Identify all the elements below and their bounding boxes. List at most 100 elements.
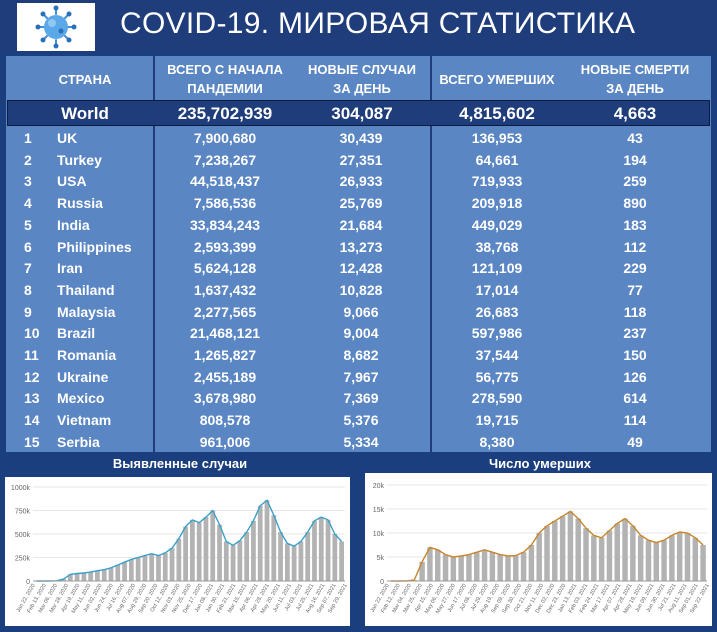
country-cell: Romania xyxy=(57,347,117,363)
new-deaths-cell: 259 xyxy=(623,173,647,190)
bar xyxy=(637,535,644,581)
bar xyxy=(692,537,699,581)
deaths-cell: 64,661 xyxy=(475,151,519,168)
new-cases-cell: 10,828 xyxy=(339,281,383,298)
bar xyxy=(251,520,256,581)
total-cases-cell: 44,518,437 xyxy=(189,173,261,190)
table-row: 6 Philippines 2,593,399 13,273 38,768 112 xyxy=(0,237,717,258)
bar xyxy=(513,555,519,581)
bar xyxy=(162,552,168,581)
y-tick-label: 0 xyxy=(380,579,384,586)
total-cases-cell: 21,468,121 xyxy=(189,325,261,342)
new-deaths-cell: 229 xyxy=(623,260,647,277)
bar xyxy=(291,546,297,581)
rank-cell: 5 xyxy=(24,216,32,233)
deaths-cell: 121,109 xyxy=(471,260,523,277)
new-deaths-cell: 150 xyxy=(623,347,647,363)
table-row: 12 Ukraine 2,455,189 7,967 56,775 126 xyxy=(0,367,717,388)
new-cases-cell: 25,769 xyxy=(339,195,383,212)
new-deaths-cell: 126 xyxy=(623,368,647,385)
bar xyxy=(458,556,464,581)
bar xyxy=(203,517,209,581)
bar xyxy=(583,528,589,581)
bar xyxy=(528,545,535,581)
country-cell: Brazil xyxy=(57,325,96,342)
y-tick-label: 15k xyxy=(373,507,385,514)
rank-cell: 8 xyxy=(24,281,32,298)
bar xyxy=(676,532,683,581)
column-divider xyxy=(153,56,155,452)
table-row: 14 Vietnam 808,578 5,376 19,715 114 xyxy=(0,410,717,431)
table-row: 7 Iran 5,624,128 12,428 121,109 229 xyxy=(0,258,717,279)
deaths-cell: 17,014 xyxy=(475,281,519,298)
new-cases-cell: 9,066 xyxy=(343,303,379,320)
bar xyxy=(128,559,134,581)
new-deaths-cell: 49 xyxy=(627,433,643,450)
bar xyxy=(81,573,87,581)
bar xyxy=(427,547,433,581)
table-row: 5 India 33,834,243 21,684 449,029 183 xyxy=(0,215,717,236)
rank-cell: 4 xyxy=(24,195,32,212)
rank-cell: 3 xyxy=(24,173,32,190)
bar xyxy=(684,533,691,581)
y-tick-label: 20k xyxy=(373,483,385,490)
deaths-cell: 19,715 xyxy=(475,412,519,429)
new-deaths-cell: 614 xyxy=(623,390,647,407)
bar xyxy=(176,538,182,581)
deaths-cell: 209,918 xyxy=(471,195,523,212)
total-cases-cell: 7,238,267 xyxy=(193,151,257,168)
bar xyxy=(325,519,331,581)
table-row: 2 Turkey 7,238,267 27,351 64,661 194 xyxy=(0,150,717,171)
country-cell: Mexico xyxy=(57,390,105,407)
bar xyxy=(591,535,597,581)
bar xyxy=(419,561,425,581)
country-cell: Vietnam xyxy=(57,412,112,429)
rank-cell: 6 xyxy=(24,238,32,255)
bar xyxy=(552,521,558,581)
total-cases-cell: 3,678,980 xyxy=(193,390,257,407)
bar xyxy=(74,573,80,581)
rank-cell: 7 xyxy=(24,260,32,277)
new-cases-cell: 12,428 xyxy=(339,260,383,277)
new-cases-cell: 27,351 xyxy=(339,151,383,168)
rank-cell: 15 xyxy=(24,433,40,450)
bar xyxy=(700,545,706,581)
total-cases-cell: 5,624,128 xyxy=(193,260,257,277)
deaths-cell: 449,029 xyxy=(471,216,523,233)
bar xyxy=(435,549,441,581)
country-cell: UK xyxy=(57,130,78,146)
deaths-cell: 56,775 xyxy=(475,368,519,385)
table-row: 10 Brazil 21,468,121 9,004 597,986 237 xyxy=(0,323,717,344)
bar xyxy=(598,537,605,581)
bar xyxy=(61,579,66,581)
new-cases-cell: 21,684 xyxy=(339,216,383,233)
y-tick-label: 250k xyxy=(15,556,31,563)
bar xyxy=(278,532,283,581)
world-total-row xyxy=(7,100,710,126)
rank-cell: 9 xyxy=(24,303,32,320)
total-cases-cell: 7,900,680 xyxy=(193,130,257,146)
bar xyxy=(312,520,317,581)
deaths-cell: 136,953 xyxy=(471,130,523,146)
new-deaths-cell: 77 xyxy=(627,281,643,298)
bar xyxy=(669,535,675,581)
bar xyxy=(481,549,488,581)
table-row: 3 USA 44,518,437 26,933 719,933 259 xyxy=(0,171,717,192)
country-cell: Turkey xyxy=(57,151,102,168)
column-header-country: СТРАНА xyxy=(58,72,112,87)
table-row: 8 Thailand 1,637,432 10,828 17,014 77 xyxy=(0,280,717,301)
trend-line xyxy=(36,499,343,582)
table-row: 1 UK 7,900,680 30,439 136,953 43 xyxy=(0,128,717,149)
bar xyxy=(305,532,311,581)
total-cases-cell: 2,277,565 xyxy=(193,303,257,320)
bar xyxy=(271,515,277,581)
new-deaths-cell: 183 xyxy=(623,216,647,233)
world-total: 235,702,939 xyxy=(177,104,273,123)
column-header-new-deaths: НОВЫЕ СМЕРТИ ЗА ДЕНЬ xyxy=(580,62,690,96)
country-cell: Serbia xyxy=(57,433,100,450)
rank-cell: 13 xyxy=(24,390,40,407)
bar xyxy=(520,552,527,581)
world-name: World xyxy=(61,104,109,123)
bar xyxy=(497,554,503,581)
country-cell: Malaysia xyxy=(57,303,116,320)
